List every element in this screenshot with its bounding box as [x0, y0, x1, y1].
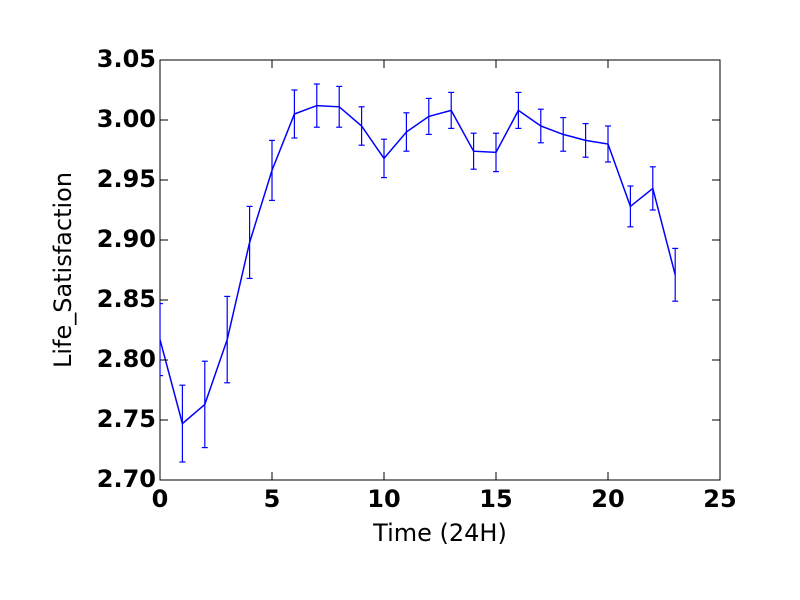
y-tick-label: 3.00	[97, 105, 156, 133]
error-bar	[470, 132, 477, 170]
error-bar	[649, 166, 656, 211]
data-line	[160, 104, 676, 425]
error-bar	[672, 247, 679, 302]
error-bar	[515, 91, 522, 129]
x-tick-label: 15	[479, 485, 512, 513]
x-tick-label: 0	[152, 485, 169, 513]
error-bar	[291, 89, 298, 139]
y-tick-label: 3.05	[97, 45, 156, 73]
error-bar	[160, 303, 163, 377]
plot-frame	[159, 59, 721, 481]
error-bar	[582, 122, 589, 158]
y-tick-label: 2.70	[97, 465, 156, 493]
x-axis-label: Time (24H)	[372, 519, 507, 547]
error-bar	[224, 295, 231, 384]
error-bar	[381, 138, 387, 179]
x-tick-label: 10	[367, 485, 400, 513]
error-bar	[425, 97, 432, 135]
y-tick-label: 2.85	[97, 285, 156, 313]
x-tick-label: 5	[264, 485, 281, 513]
error-bar	[358, 106, 365, 146]
error-bar	[246, 205, 253, 279]
error-bar	[201, 360, 208, 449]
y-tick-label: 2.80	[97, 345, 156, 373]
y-tick-label: 2.75	[97, 405, 156, 433]
y-axis-label: Life_Satisfaction	[49, 172, 77, 368]
error-bar	[269, 139, 275, 201]
error-bar	[313, 83, 320, 128]
error-bar	[537, 108, 544, 144]
y-tick-label: 2.90	[97, 225, 156, 253]
error-bar	[403, 112, 410, 152]
x-tick-label: 20	[591, 485, 624, 513]
error-bar	[336, 85, 343, 128]
error-bar	[179, 384, 186, 463]
error-bar	[560, 116, 567, 152]
y-tick-label: 2.95	[97, 165, 156, 193]
error-bar	[448, 91, 455, 129]
x-tick-label: 25	[703, 485, 736, 513]
error-bar	[493, 132, 499, 173]
plot-area	[160, 83, 679, 463]
error-bar	[627, 185, 634, 228]
error-bar	[605, 125, 611, 163]
